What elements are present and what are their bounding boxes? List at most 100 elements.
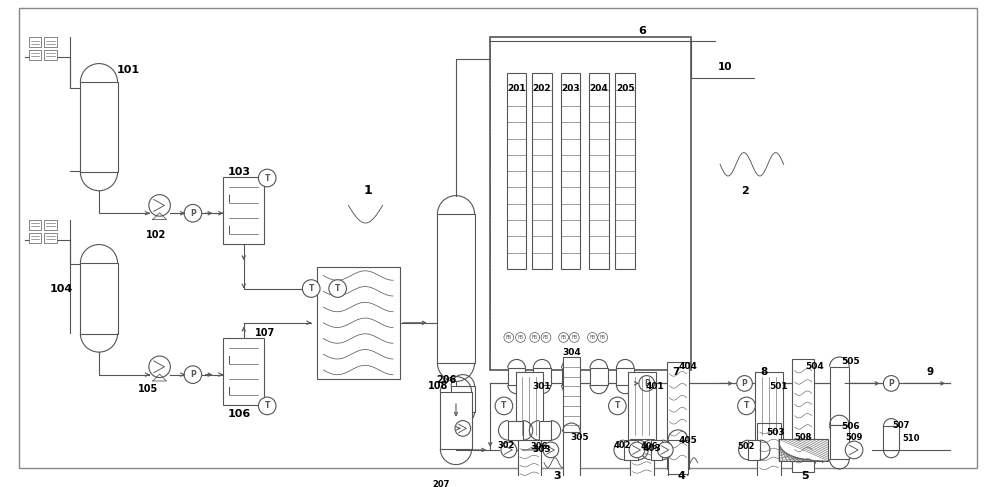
Circle shape	[258, 169, 276, 187]
Text: 201: 201	[507, 84, 526, 93]
Text: 106: 106	[227, 409, 250, 419]
Text: 403: 403	[642, 445, 661, 453]
Text: P: P	[190, 209, 196, 218]
Text: 305: 305	[570, 433, 589, 442]
Text: 301: 301	[533, 382, 551, 391]
Bar	[748, 440, 760, 460]
Text: 104: 104	[50, 283, 73, 294]
Text: 401: 401	[645, 382, 664, 391]
Bar	[490, 37, 691, 370]
Text: 504: 504	[806, 362, 824, 371]
Text: 406: 406	[641, 442, 658, 450]
Text: 510: 510	[902, 434, 920, 443]
Circle shape	[609, 397, 626, 415]
Circle shape	[495, 397, 513, 415]
Bar	[830, 367, 849, 426]
Bar	[44, 50, 57, 60]
Circle shape	[329, 280, 346, 298]
Bar	[539, 421, 551, 440]
Text: 204: 204	[589, 84, 608, 93]
Text: 509: 509	[845, 433, 863, 442]
Bar	[883, 427, 899, 450]
Text: FB: FB	[517, 335, 524, 340]
Circle shape	[184, 205, 202, 222]
Text: T: T	[615, 401, 620, 411]
Circle shape	[184, 366, 202, 383]
Text: 8: 8	[760, 367, 768, 376]
Text: 503: 503	[767, 428, 785, 437]
Circle shape	[559, 333, 568, 342]
Text: 506: 506	[841, 422, 859, 431]
Text: P: P	[190, 370, 196, 379]
Text: 4: 4	[677, 471, 685, 481]
Text: FB: FB	[506, 335, 512, 340]
Circle shape	[149, 356, 170, 377]
Bar	[533, 368, 551, 385]
Bar	[630, 439, 654, 487]
Circle shape	[737, 375, 752, 391]
Text: T: T	[265, 173, 270, 183]
Text: 10: 10	[718, 61, 732, 72]
Text: 404: 404	[678, 362, 697, 371]
Bar	[532, 74, 552, 269]
Circle shape	[258, 397, 276, 415]
Text: T: T	[309, 284, 314, 293]
Bar	[590, 368, 608, 385]
Text: FB: FB	[589, 335, 595, 340]
Text: 2: 2	[741, 186, 748, 196]
Bar	[779, 439, 828, 461]
Text: 405: 405	[678, 436, 697, 445]
Bar	[651, 440, 662, 460]
Text: 107: 107	[255, 328, 275, 337]
Text: 1: 1	[364, 184, 372, 197]
Bar	[29, 220, 41, 230]
Bar	[624, 440, 638, 460]
Text: 402: 402	[614, 441, 631, 450]
Bar	[29, 37, 41, 47]
Bar	[80, 263, 118, 334]
Circle shape	[569, 333, 579, 342]
Text: 203: 203	[561, 84, 580, 93]
Text: FB: FB	[561, 335, 567, 340]
Bar	[616, 368, 634, 385]
Circle shape	[639, 375, 655, 391]
Text: 101: 101	[117, 65, 140, 75]
Bar	[668, 440, 688, 474]
Text: 508: 508	[795, 433, 812, 442]
Circle shape	[598, 333, 608, 342]
Bar	[755, 372, 783, 440]
Bar	[29, 50, 41, 60]
Circle shape	[845, 441, 863, 459]
Text: 502: 502	[738, 442, 755, 450]
Circle shape	[543, 442, 559, 458]
Bar	[440, 392, 472, 449]
Bar	[44, 220, 57, 230]
Text: 105: 105	[138, 384, 158, 394]
Circle shape	[588, 333, 597, 342]
Bar	[317, 266, 400, 379]
Circle shape	[501, 442, 517, 458]
Bar	[667, 362, 689, 469]
Text: T: T	[744, 401, 749, 411]
Text: T: T	[335, 284, 340, 293]
Circle shape	[149, 195, 170, 216]
Bar	[223, 338, 264, 405]
Bar	[757, 423, 781, 477]
Text: T: T	[265, 401, 270, 411]
Text: FB: FB	[571, 335, 577, 340]
Text: 507: 507	[892, 421, 910, 430]
Circle shape	[516, 333, 525, 342]
Text: 302: 302	[497, 441, 515, 450]
Bar	[437, 214, 475, 363]
Bar	[561, 74, 580, 269]
Circle shape	[541, 333, 551, 342]
Text: 501: 501	[769, 382, 788, 391]
Text: 6: 6	[638, 26, 646, 37]
Text: P: P	[888, 379, 894, 388]
Bar	[792, 359, 814, 472]
Text: 205: 205	[616, 84, 635, 93]
Bar	[29, 233, 41, 243]
Bar	[563, 432, 580, 478]
Circle shape	[883, 375, 899, 391]
Text: 505: 505	[841, 357, 859, 366]
